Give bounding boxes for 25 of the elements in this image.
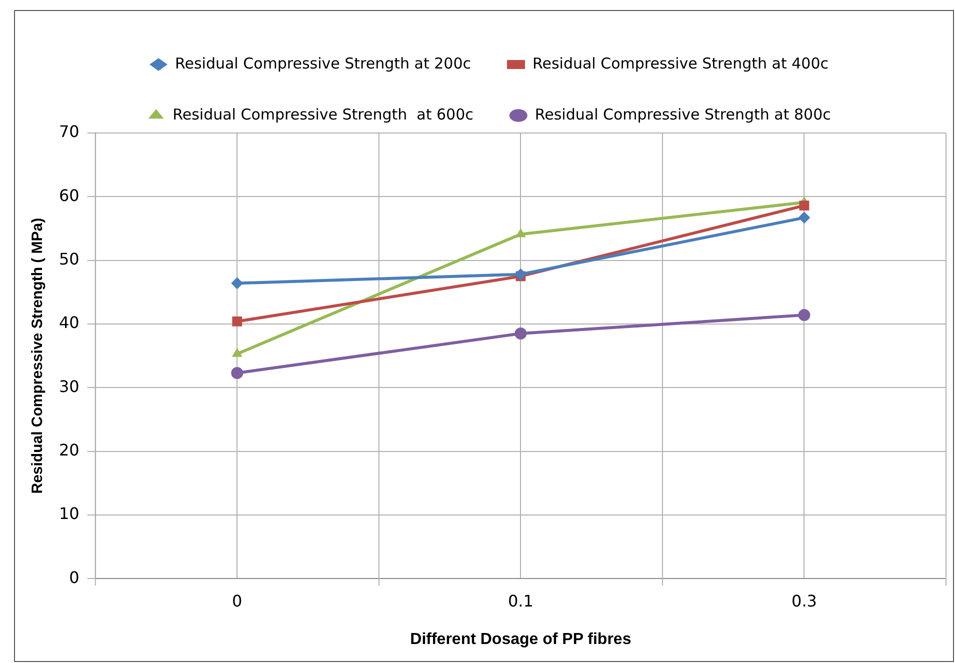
legend-label: Residual Compressive Strength at 600c <box>172 105 474 124</box>
y-tick-label: 70 <box>59 122 80 142</box>
x-tick-label: 0 <box>232 591 242 610</box>
y-tick-label: 30 <box>59 376 80 396</box>
y-tick-label: 10 <box>59 504 80 524</box>
y-tick-label: 50 <box>59 249 80 268</box>
y-tick-label: 0 <box>69 568 80 587</box>
point <box>231 277 244 290</box>
legend-label: Residual Compressive Strength at 400c <box>532 54 829 72</box>
y-tick-label: 40 <box>59 313 80 332</box>
point <box>798 212 810 224</box>
point <box>799 200 810 211</box>
y-tick-label: 20 <box>59 440 80 460</box>
point <box>232 316 242 326</box>
legend-label: Residual Compressive Strength at 200c <box>174 54 472 72</box>
y-tick-label: 60 <box>59 186 80 205</box>
point <box>514 328 527 340</box>
x-tick-label: 0.3 <box>792 591 817 610</box>
x-axis-title: Different Dosage of PP fibres <box>410 630 632 648</box>
x-tick-label: 0.1 <box>508 591 534 610</box>
point <box>231 366 244 379</box>
y-axis-title: Residual Compressive Strength ( MPa) <box>29 218 46 494</box>
point <box>798 309 810 322</box>
point <box>514 268 527 280</box>
legend-label: Residual Compressive Strength at 800c <box>534 105 831 124</box>
